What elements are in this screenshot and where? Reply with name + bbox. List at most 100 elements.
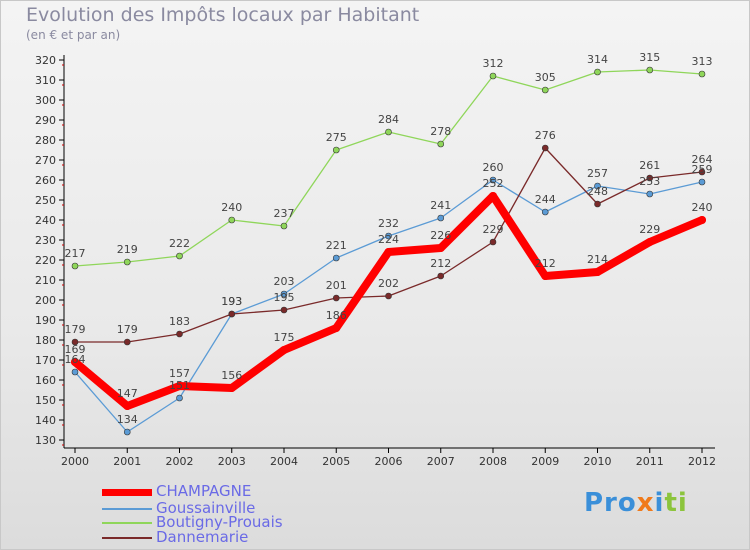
data-point — [541, 272, 550, 280]
data-label: 315 — [639, 51, 660, 64]
data-label: 312 — [483, 57, 504, 70]
data-label: 212 — [430, 257, 451, 270]
data-label: 212 — [535, 257, 556, 270]
data-point — [176, 252, 183, 260]
y-tick-label: 280 — [35, 134, 56, 147]
legend-swatch-champagne — [102, 489, 152, 496]
data-label: 224 — [378, 233, 399, 246]
data-point — [332, 146, 340, 154]
data-label: 261 — [639, 159, 660, 172]
data-label: 193 — [221, 295, 242, 308]
data-label: 164 — [65, 353, 86, 366]
data-label: 259 — [692, 163, 713, 176]
data-label: 260 — [483, 161, 504, 174]
data-label: 183 — [169, 315, 190, 328]
data-label: 179 — [65, 323, 86, 336]
data-label: 244 — [535, 193, 556, 206]
x-tick-label: 2001 — [113, 455, 141, 468]
data-point — [645, 238, 654, 246]
legend-label-goussainville: Goussainville — [156, 499, 256, 517]
data-point — [646, 66, 654, 74]
data-label: 229 — [483, 223, 504, 236]
data-point — [541, 144, 549, 152]
data-label: 147 — [117, 387, 138, 400]
x-tick-label: 2000 — [61, 455, 89, 468]
data-label: 252 — [483, 177, 504, 190]
data-point — [698, 178, 706, 186]
data-point — [332, 294, 340, 302]
data-point — [280, 306, 288, 314]
y-tick-label: 220 — [35, 254, 56, 267]
x-tick-label: 2006 — [375, 455, 403, 468]
data-point — [489, 238, 497, 246]
data-label: 195 — [274, 291, 295, 304]
data-label: 134 — [117, 413, 138, 426]
data-point — [593, 268, 602, 276]
y-tick-label: 260 — [35, 174, 56, 187]
data-label: 179 — [117, 323, 138, 336]
data-point — [228, 216, 236, 224]
legend-label-boutigny-prouais: Boutigny-Prouais — [156, 513, 283, 531]
y-tick-label: 140 — [35, 414, 56, 427]
data-label: 214 — [587, 253, 608, 266]
data-label: 169 — [65, 343, 86, 356]
data-label: 275 — [326, 131, 347, 144]
data-point — [280, 222, 288, 230]
data-point — [71, 368, 79, 376]
y-tick-label: 230 — [35, 234, 56, 247]
x-tick-label: 2005 — [322, 455, 350, 468]
data-label: 157 — [169, 367, 190, 380]
y-tick-label: 290 — [35, 114, 56, 127]
x-tick-label: 2009 — [531, 455, 559, 468]
legend-swatch-dannemarie — [102, 537, 152, 539]
data-label: 175 — [274, 331, 295, 344]
data-point — [227, 384, 236, 392]
y-tick-label: 130 — [35, 434, 56, 447]
data-label: 201 — [326, 279, 347, 292]
data-point — [123, 402, 132, 410]
data-label: 203 — [274, 275, 295, 288]
data-label: 314 — [587, 53, 608, 66]
data-point — [280, 290, 288, 298]
y-tick-label: 190 — [35, 314, 56, 327]
data-point — [437, 272, 445, 280]
legend-label-champagne: CHAMPAGNE — [156, 482, 252, 500]
y-tick-label: 310 — [35, 74, 56, 87]
data-point — [228, 310, 236, 318]
data-point — [332, 254, 340, 262]
data-point — [437, 140, 445, 148]
data-point — [594, 200, 601, 208]
data-label: 276 — [535, 129, 556, 142]
data-point — [541, 86, 549, 94]
x-tick-label: 2004 — [270, 455, 298, 468]
data-label: 226 — [430, 229, 451, 242]
data-point — [123, 258, 131, 266]
y-tick-label: 200 — [35, 294, 56, 307]
data-label: 264 — [692, 153, 713, 166]
data-label: 217 — [65, 247, 86, 260]
data-label: 253 — [639, 175, 660, 188]
data-point — [489, 192, 497, 200]
data-point — [646, 190, 654, 198]
x-tick-label: 2010 — [584, 455, 612, 468]
data-label: 221 — [326, 239, 347, 252]
x-tick-label: 2003 — [218, 455, 246, 468]
data-point — [646, 174, 654, 182]
data-label: 241 — [430, 199, 451, 212]
y-tick-label: 210 — [35, 274, 56, 287]
proxiti-logo: Proxiti — [584, 488, 688, 518]
data-point — [175, 382, 184, 390]
data-point — [594, 68, 601, 76]
data-label: 193 — [221, 295, 242, 308]
y-tick-label: 240 — [35, 214, 56, 227]
y-tick-label: 180 — [35, 334, 56, 347]
data-label: 278 — [430, 125, 451, 138]
data-point — [489, 176, 497, 184]
data-point — [698, 168, 706, 176]
x-tick-label: 2008 — [479, 455, 507, 468]
data-label: 237 — [274, 207, 295, 220]
data-point — [71, 262, 79, 270]
x-tick-label: 2002 — [166, 455, 194, 468]
data-point — [176, 394, 183, 402]
